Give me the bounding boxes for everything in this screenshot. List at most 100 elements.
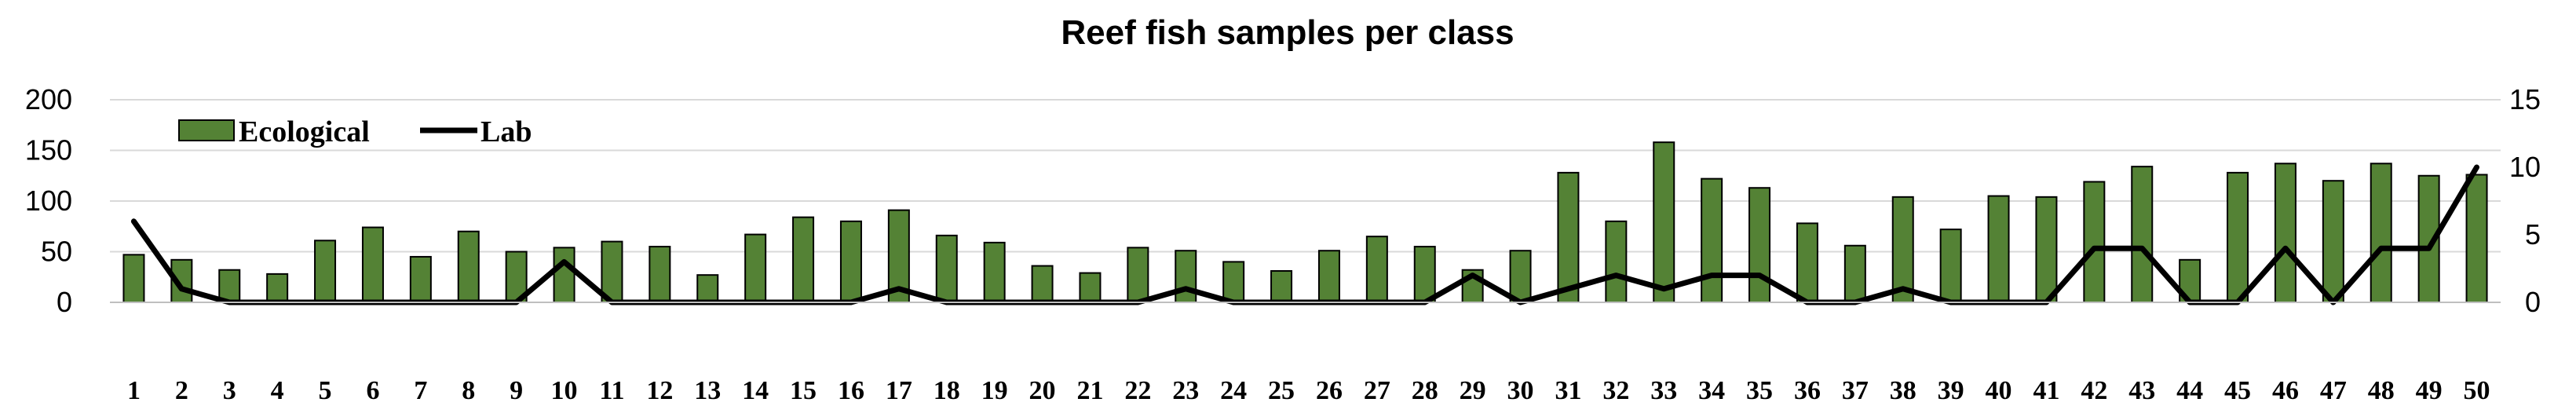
x-axis-tick-label: 29 xyxy=(1460,376,1486,405)
bar-ecological xyxy=(2227,171,2249,303)
x-axis-tick-label: 27 xyxy=(1364,376,1390,405)
x-axis-tick-label: 33 xyxy=(1650,376,1677,405)
bar-ecological xyxy=(2083,181,2106,303)
x-axis-tick-label: 46 xyxy=(2272,376,2299,405)
x-axis-tick-label: 8 xyxy=(462,376,475,405)
x-axis-tick-label: 37 xyxy=(1842,376,1869,405)
x-axis-tick-label: 41 xyxy=(2033,376,2059,405)
x-axis-tick-label: 42 xyxy=(2081,376,2107,405)
left-axis-tick-label: 200 xyxy=(25,83,72,115)
bar-ecological xyxy=(1031,265,1054,303)
x-axis-tick-label: 16 xyxy=(838,376,864,405)
x-axis-tick-label: 39 xyxy=(1938,376,1964,405)
x-axis-tick-label: 30 xyxy=(1507,376,1534,405)
x-axis-tick-label: 47 xyxy=(2320,376,2347,405)
bar-ecological xyxy=(457,230,480,304)
x-axis-tick-label: 25 xyxy=(1268,376,1295,405)
bar-ecological xyxy=(1079,272,1102,303)
x-axis-tick-label: 6 xyxy=(366,376,379,405)
x-axis-tick-label: 13 xyxy=(694,376,721,405)
bar-ecological xyxy=(1127,247,1149,303)
x-axis-tick-label: 7 xyxy=(414,376,427,405)
legend-swatch-ecological xyxy=(178,119,235,141)
x-axis-tick-label: 9 xyxy=(510,376,523,405)
bar-ecological xyxy=(1557,171,1580,303)
bar-ecological xyxy=(553,247,575,303)
right-axis-tick-label: 10 xyxy=(2509,151,2541,183)
bar-ecological xyxy=(696,274,719,304)
x-axis-tick-label: 11 xyxy=(599,376,624,405)
x-axis-tick-label: 36 xyxy=(1794,376,1821,405)
x-axis-tick-label: 4 xyxy=(271,376,284,405)
x-axis-tick-label: 22 xyxy=(1124,376,1151,405)
ecological-bars xyxy=(122,141,2488,304)
bar-ecological xyxy=(792,216,815,304)
bar-ecological xyxy=(744,233,767,304)
bar-ecological xyxy=(122,254,145,303)
bar-ecological xyxy=(601,240,623,304)
bar-ecological xyxy=(935,234,958,303)
bar-ecological xyxy=(1509,250,1532,303)
left-axis-tick-label: 50 xyxy=(41,236,72,268)
right-axis-tick-label: 15 xyxy=(2509,83,2541,115)
x-axis-tick-label: 26 xyxy=(1316,376,1343,405)
chart-title: Reef fish samples per class xyxy=(1061,13,1514,52)
bar-ecological xyxy=(1987,195,2010,303)
bar-ecological xyxy=(2322,180,2344,303)
bar-ecological xyxy=(2370,163,2392,303)
x-axis-tick-label: 23 xyxy=(1172,376,1199,405)
x-axis-tick-label: 12 xyxy=(646,376,673,405)
x-axis-tick-label: 24 xyxy=(1220,376,1247,405)
lab-line-series xyxy=(130,164,2479,305)
bar-ecological xyxy=(409,255,432,304)
bar-ecological xyxy=(649,246,671,303)
x-axis-tick-label: 32 xyxy=(1602,376,1629,405)
bar-ecological xyxy=(1461,269,1484,303)
bar-ecological xyxy=(1701,177,1723,303)
x-axis-tick-label: 18 xyxy=(934,376,960,405)
left-axis-tick-label: 150 xyxy=(25,134,72,166)
bar-ecological xyxy=(1653,141,1675,303)
x-axis-tick-label: 1 xyxy=(127,376,141,405)
bar-ecological xyxy=(1748,187,1771,303)
bar-ecological xyxy=(2035,196,2058,303)
left-axis-tick-label: 0 xyxy=(57,286,72,318)
bar-ecological xyxy=(1317,250,1340,303)
bar-ecological xyxy=(1796,222,1818,304)
bar-ecological xyxy=(361,226,384,304)
bar-ecological xyxy=(1175,250,1197,303)
bar-ecological xyxy=(2179,258,2201,304)
x-axis-tick-label: 45 xyxy=(2224,376,2251,405)
x-axis-tick-label: 38 xyxy=(1890,376,1916,405)
bar-ecological xyxy=(1365,236,1388,303)
x-axis-tick-label: 40 xyxy=(1986,376,2012,405)
x-axis-tick-label: 48 xyxy=(2368,376,2395,405)
x-axis-tick-label: 28 xyxy=(1412,376,1438,405)
x-axis-tick-label: 2 xyxy=(175,376,188,405)
legend: Ecological Lab xyxy=(178,115,532,148)
legend-label-lab: Lab xyxy=(480,115,532,148)
bar-ecological xyxy=(1222,261,1245,303)
x-axis-tick-label: 3 xyxy=(223,376,236,405)
x-axis-tick-label: 20 xyxy=(1029,376,1056,405)
bar-ecological xyxy=(266,273,289,304)
bar-ecological xyxy=(839,220,862,303)
x-axis-tick-label: 50 xyxy=(2464,376,2490,405)
x-axis-tick-label: 21 xyxy=(1076,376,1103,405)
bar-ecological xyxy=(1413,246,1436,303)
bar-ecological xyxy=(1843,244,1866,304)
bar-ecological xyxy=(2465,174,2488,303)
x-axis-tick-label: 10 xyxy=(551,376,578,405)
bar-ecological xyxy=(2274,163,2296,303)
bar-ecological xyxy=(2131,166,2154,303)
bar-ecological xyxy=(314,240,337,303)
legend-label-ecological: Ecological xyxy=(239,115,370,148)
x-axis-tick-label: 14 xyxy=(742,376,769,405)
left-axis-tick-label: 100 xyxy=(25,185,72,217)
x-axis-tick-label: 5 xyxy=(319,376,332,405)
x-axis-tick-label: 19 xyxy=(981,376,1008,405)
x-axis-tick-label: 31 xyxy=(1555,376,1581,405)
x-axis-tick-label: 17 xyxy=(886,376,912,405)
x-axis-tick-label: 49 xyxy=(2416,376,2443,405)
